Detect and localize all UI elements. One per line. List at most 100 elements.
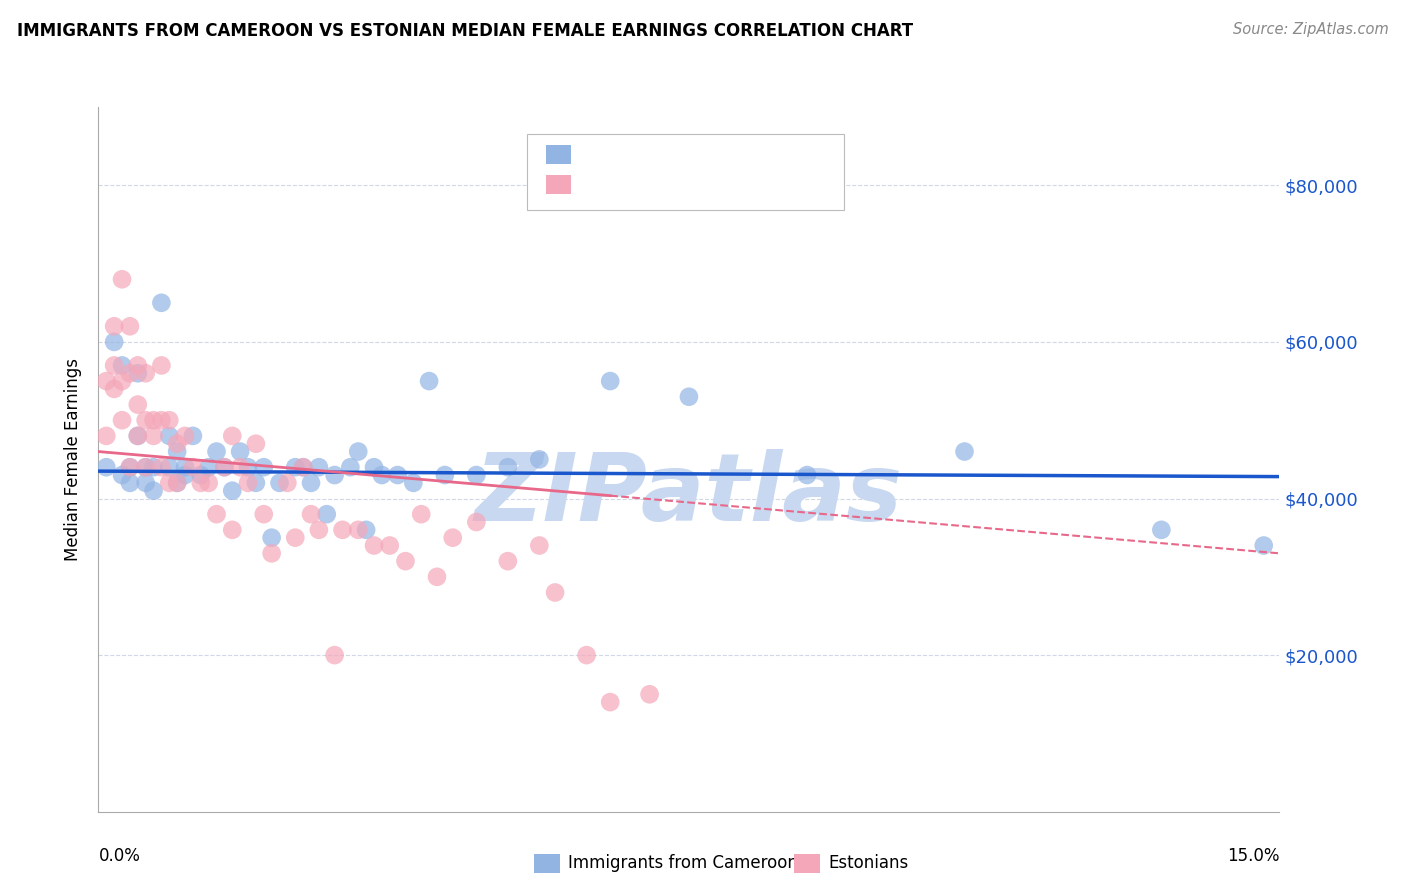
Point xyxy=(387,468,409,483)
Text: R =: R = xyxy=(582,145,619,163)
Text: Estonians: Estonians xyxy=(828,855,908,872)
Point xyxy=(96,374,118,388)
Point xyxy=(496,554,519,568)
Point xyxy=(118,366,141,380)
Point xyxy=(433,468,456,483)
Point xyxy=(245,475,267,490)
Point xyxy=(135,460,157,475)
Point xyxy=(332,523,354,537)
Point xyxy=(269,475,291,490)
Point xyxy=(111,359,134,373)
Point xyxy=(347,444,370,458)
Point xyxy=(363,460,385,475)
Point xyxy=(229,444,252,458)
Text: -0.138: -0.138 xyxy=(621,176,681,194)
Point xyxy=(142,429,165,443)
Point xyxy=(678,390,700,404)
Point xyxy=(150,460,173,475)
Point xyxy=(127,359,149,373)
Point xyxy=(284,460,307,475)
Point xyxy=(339,460,361,475)
Text: R =: R = xyxy=(582,176,619,194)
Point xyxy=(315,507,337,521)
Text: 0.0%: 0.0% xyxy=(98,847,141,865)
Point xyxy=(103,334,125,349)
Point xyxy=(260,531,283,545)
Point xyxy=(299,507,322,521)
Point xyxy=(465,515,488,529)
Point xyxy=(190,468,212,483)
Point xyxy=(354,523,377,537)
Point xyxy=(174,468,197,483)
Point xyxy=(166,436,188,450)
Point xyxy=(418,374,440,388)
Point xyxy=(181,460,204,475)
Point xyxy=(111,468,134,483)
Point xyxy=(150,359,173,373)
Point xyxy=(402,475,425,490)
Text: N =: N = xyxy=(685,145,733,163)
Point xyxy=(103,359,125,373)
Point xyxy=(284,531,307,545)
Point xyxy=(135,475,157,490)
Point xyxy=(229,460,252,475)
Point xyxy=(394,554,416,568)
Point xyxy=(157,475,180,490)
Text: N =: N = xyxy=(685,176,733,194)
Point xyxy=(135,413,157,427)
Text: 60: 60 xyxy=(734,176,756,194)
Point xyxy=(214,460,236,475)
Point xyxy=(465,468,488,483)
Point xyxy=(166,475,188,490)
Point xyxy=(253,460,276,475)
Point xyxy=(363,539,385,553)
Point xyxy=(236,475,259,490)
Point xyxy=(426,570,449,584)
Point xyxy=(118,475,141,490)
Text: Immigrants from Cameroon: Immigrants from Cameroon xyxy=(568,855,797,872)
Point xyxy=(323,468,346,483)
Point xyxy=(135,366,157,380)
Point xyxy=(378,539,401,553)
Point xyxy=(292,460,315,475)
Point xyxy=(371,468,394,483)
Point xyxy=(111,272,134,286)
Point xyxy=(236,460,259,475)
Point xyxy=(308,523,330,537)
Point xyxy=(96,429,118,443)
Point xyxy=(174,460,197,475)
Point xyxy=(599,695,621,709)
Point xyxy=(292,460,315,475)
Point xyxy=(103,382,125,396)
Point xyxy=(181,429,204,443)
Point xyxy=(118,460,141,475)
Point xyxy=(245,436,267,450)
Point xyxy=(411,507,433,521)
Point xyxy=(214,460,236,475)
Point xyxy=(299,475,322,490)
Point xyxy=(174,429,197,443)
Point xyxy=(638,687,661,701)
Point xyxy=(441,531,464,545)
Point xyxy=(142,483,165,498)
Point xyxy=(103,319,125,334)
Point xyxy=(135,460,157,475)
Point xyxy=(111,374,134,388)
Point xyxy=(118,319,141,334)
Point xyxy=(221,523,243,537)
Point xyxy=(599,374,621,388)
Point xyxy=(205,444,228,458)
Point xyxy=(197,460,219,475)
Point xyxy=(190,475,212,490)
Text: Source: ZipAtlas.com: Source: ZipAtlas.com xyxy=(1233,22,1389,37)
Point xyxy=(323,648,346,662)
Point xyxy=(796,468,818,483)
Point xyxy=(111,413,134,427)
Point xyxy=(260,546,283,560)
Text: -0.012: -0.012 xyxy=(621,145,681,163)
Point xyxy=(166,444,188,458)
Point xyxy=(496,460,519,475)
Point xyxy=(127,429,149,443)
Point xyxy=(96,460,118,475)
Text: ZIPatlas: ZIPatlas xyxy=(475,449,903,541)
